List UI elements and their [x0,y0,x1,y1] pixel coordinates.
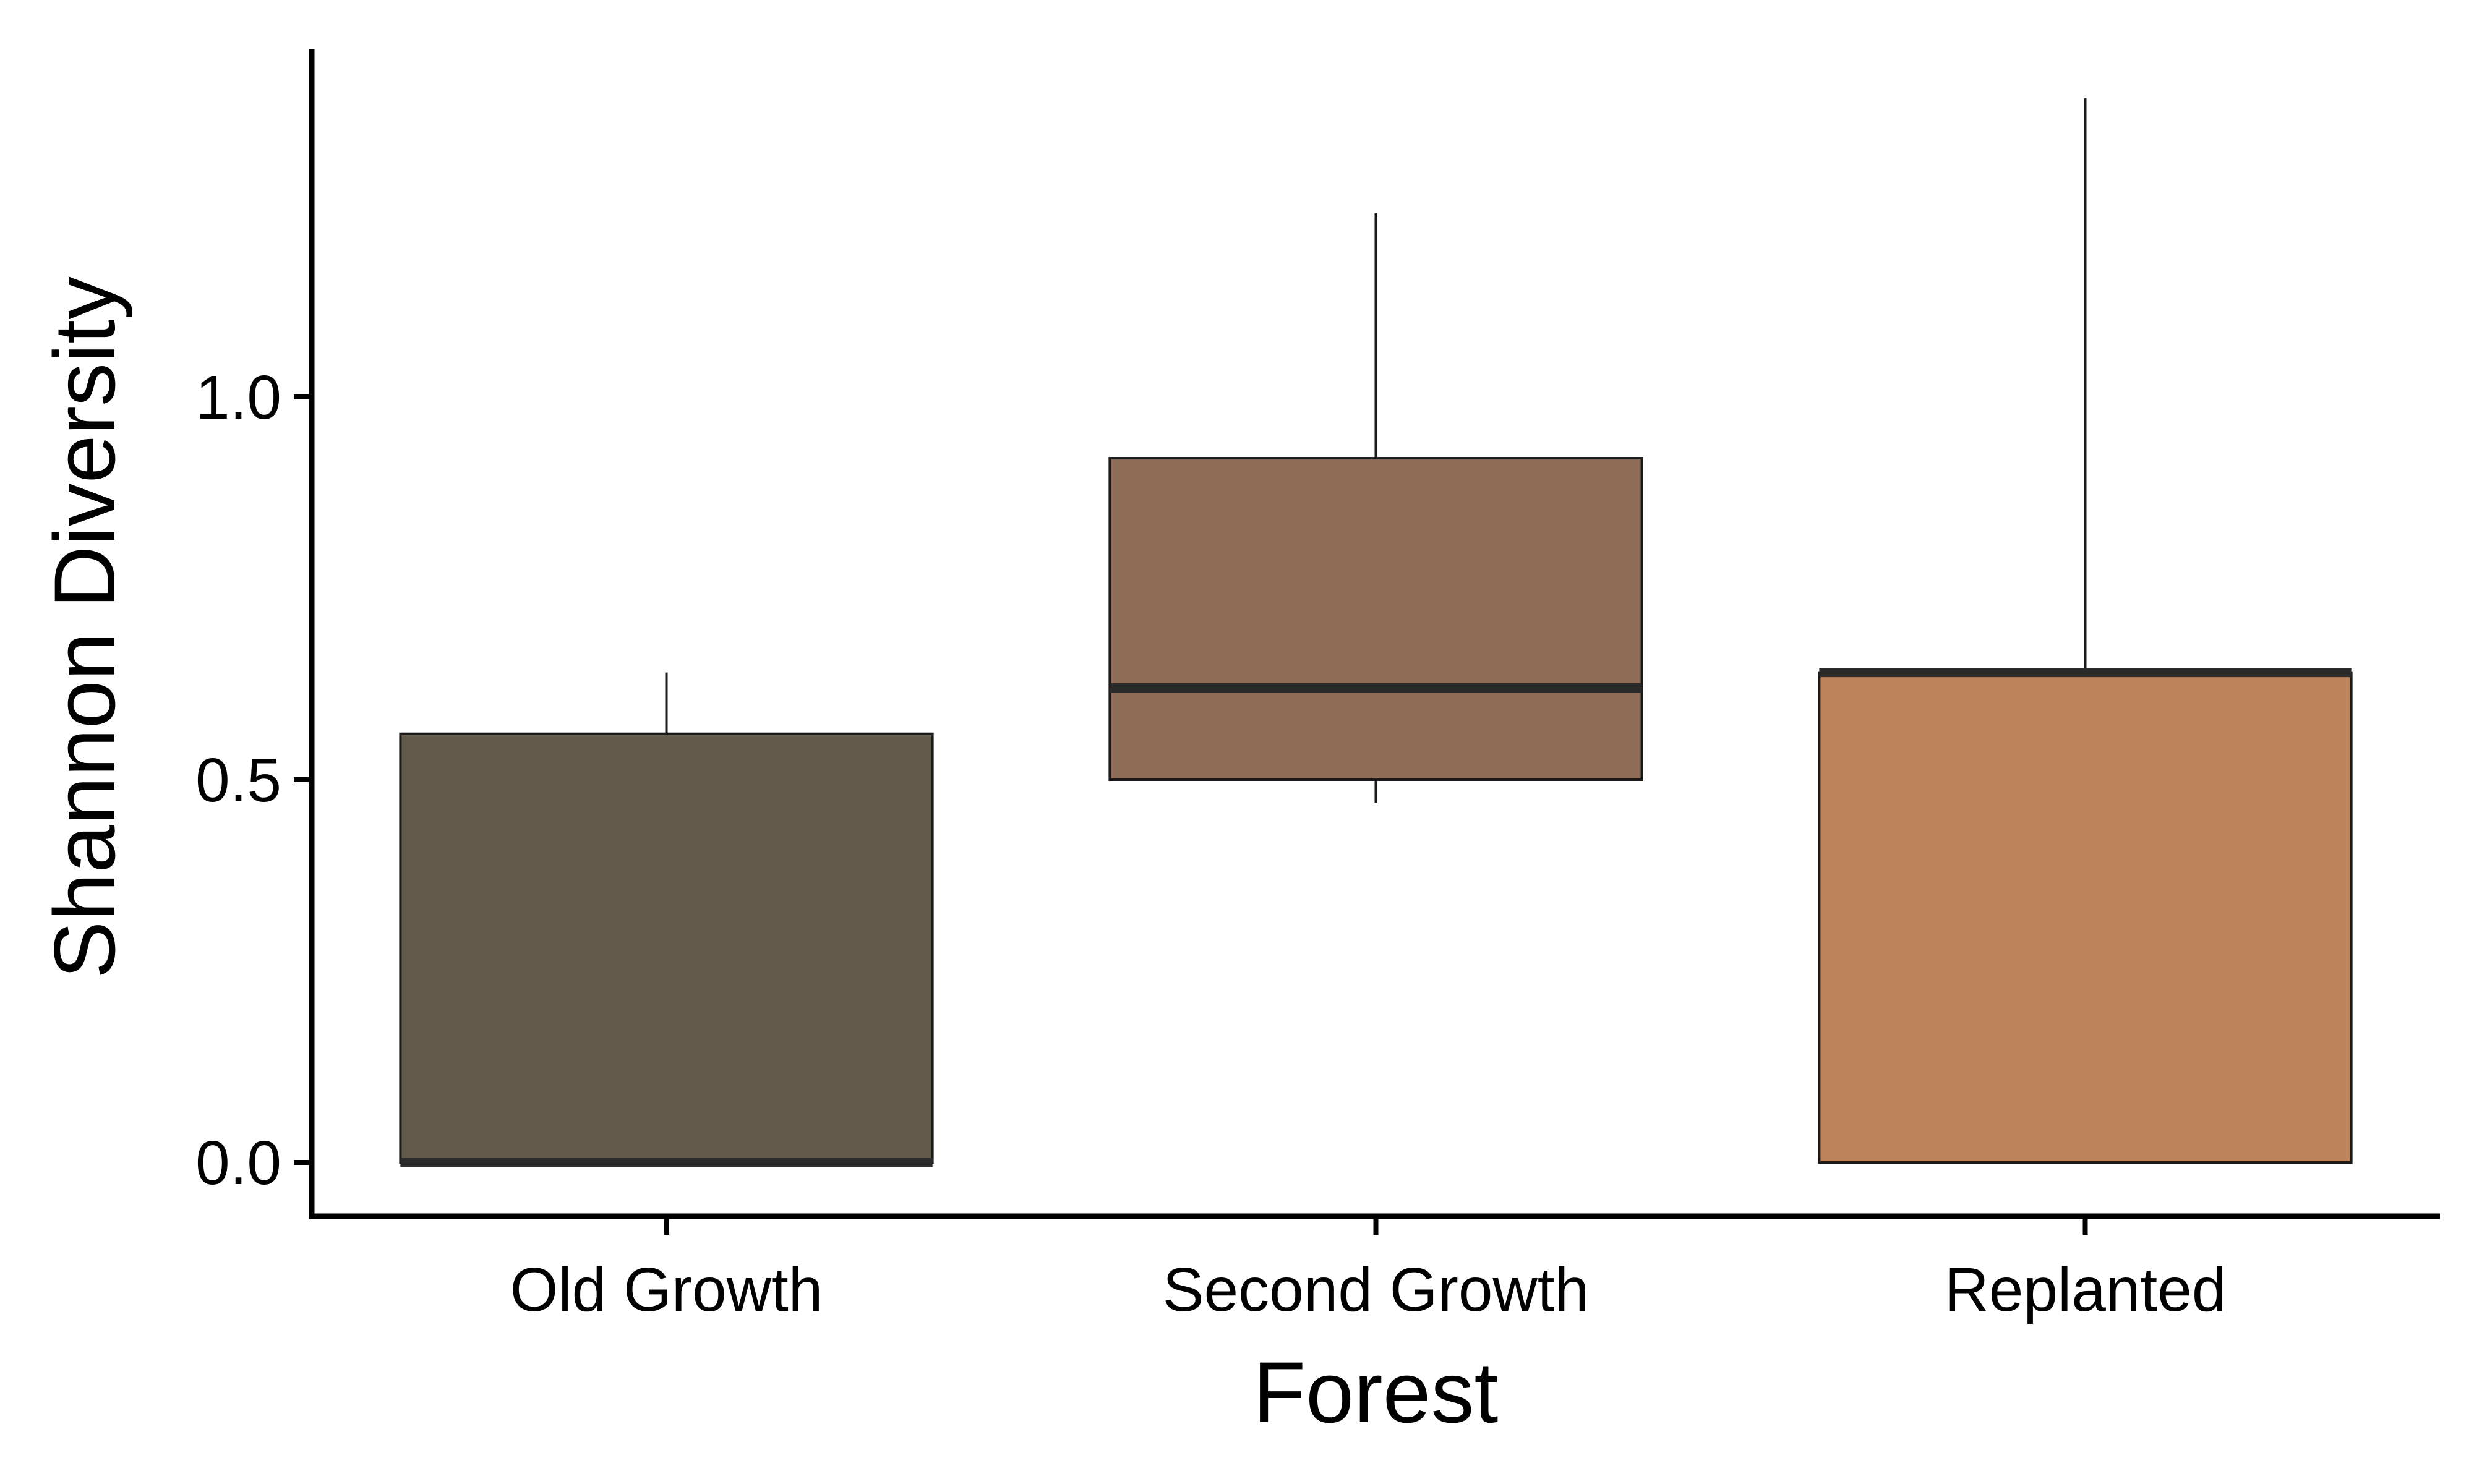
box [1818,671,2353,1164]
x-tick-label: Replanted [1945,1255,2227,1324]
y-tick-label: 1.0 [195,363,281,432]
x-tick-label: Old Growth [510,1255,823,1324]
y-ticks: 0.0 0.5 1.0 [195,363,312,1198]
y-axis-title: Shannon Diversity [36,276,133,979]
x-axis-title: Forest [1253,1344,1499,1441]
x-ticks: Old Growth Second Growth Replanted [510,1216,2227,1324]
box-group-0 [399,672,934,1167]
box [399,732,934,1164]
boxes-layer [399,98,2353,1167]
box [1108,457,1643,781]
y-tick-label: 0.5 [195,746,281,815]
y-tick-label: 0.0 [195,1128,281,1198]
x-tick-label: Second Growth [1163,1255,1589,1324]
box-group-2 [1818,98,2353,1164]
box-group-1 [1108,213,1643,803]
